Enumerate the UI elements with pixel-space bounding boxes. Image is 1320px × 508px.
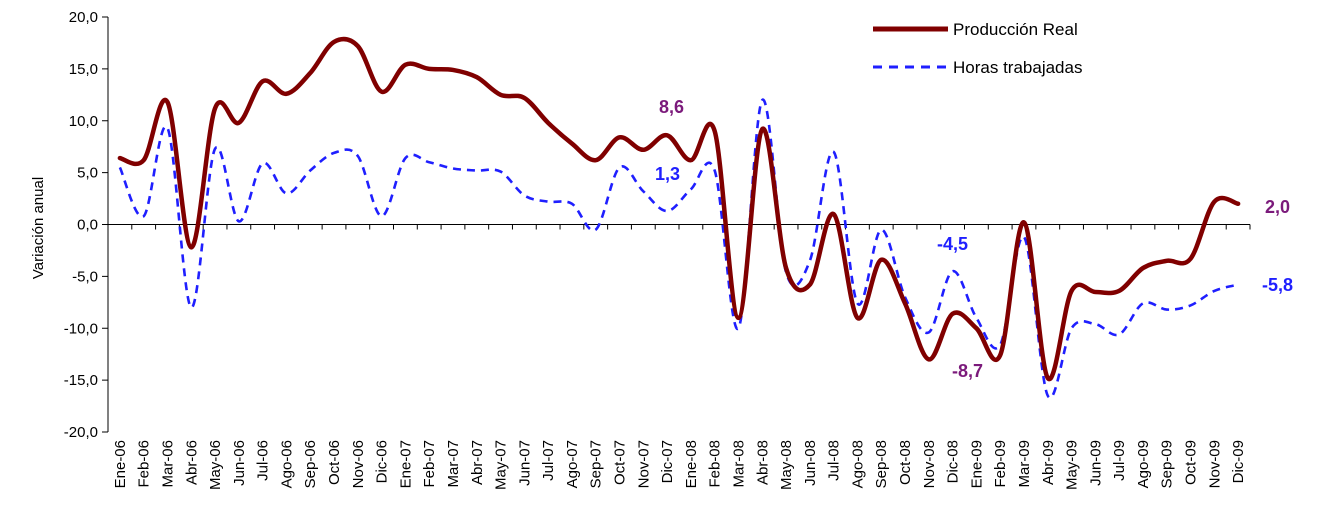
x-tick-label: Jul-08 bbox=[826, 440, 843, 481]
x-tick-label: Jul-07 bbox=[540, 440, 557, 481]
x-tick-label: Ago-09 bbox=[1135, 440, 1152, 488]
x-tick-label: Ene-06 bbox=[112, 440, 129, 488]
x-tick-label: Sep-06 bbox=[302, 440, 319, 488]
x-tick-label: Feb-08 bbox=[707, 440, 724, 488]
annotation-produccion-dic08: -8,7 bbox=[952, 361, 983, 381]
x-tick-label: Ene-07 bbox=[397, 440, 414, 488]
x-tick-label: Nov-06 bbox=[350, 440, 367, 488]
y-tick-label: 0,0 bbox=[77, 217, 98, 234]
legend-label-horas: Horas trabajadas bbox=[953, 58, 1082, 77]
x-tick-label: Jun-06 bbox=[231, 440, 248, 486]
x-tick-label: Abr-07 bbox=[469, 440, 486, 485]
x-tick-labels: Ene-06 Feb-06 Mar-06 Abr-06 May-06 Jun-06 Jul-… bbox=[112, 440, 1247, 490]
series-lines bbox=[117, 36, 1241, 400]
x-tick-label: Ago-07 bbox=[564, 440, 581, 488]
annotations: 8,6 1,3 -4,5 -8,7 2,0 -5,8 bbox=[655, 97, 1293, 381]
x-tick-label: Jul-06 bbox=[255, 440, 272, 481]
y-tick-label: -10,0 bbox=[64, 320, 98, 337]
x-tick-label: Nov-07 bbox=[635, 440, 652, 488]
x-tick-label: Abr-06 bbox=[183, 440, 200, 485]
series-line-horas-trabajadas bbox=[118, 98, 1239, 400]
x-tick-label: May-07 bbox=[493, 440, 510, 490]
x-tick-label: May-08 bbox=[778, 440, 795, 490]
x-tick-label: May-06 bbox=[207, 440, 224, 490]
x-tick-label: Feb-07 bbox=[421, 440, 438, 488]
y-tick-label: -20,0 bbox=[64, 424, 98, 441]
legend: Producción Real Horas trabajadas bbox=[873, 20, 1082, 77]
annotation-horas-dic09: -5,8 bbox=[1262, 275, 1293, 295]
x-tick-label: Abr-09 bbox=[1040, 440, 1057, 485]
x-tick-label: Dic-09 bbox=[1230, 440, 1247, 483]
x-tick-label: Sep-09 bbox=[1159, 440, 1176, 488]
annotation-horas-dic07: 1,3 bbox=[655, 164, 680, 184]
x-tick-label: Jun-09 bbox=[1087, 440, 1104, 486]
x-tick-label: Ago-06 bbox=[278, 440, 295, 488]
x-tick-label: Abr-08 bbox=[754, 440, 771, 485]
x-tick-label: Nov-08 bbox=[921, 440, 938, 488]
x-tick-label: Feb-09 bbox=[992, 440, 1009, 488]
y-tick-label: 5,0 bbox=[77, 165, 98, 182]
x-tick-label: Oct-09 bbox=[1183, 440, 1200, 485]
series-line-produccion-real bbox=[117, 36, 1241, 382]
y-tick-label: -15,0 bbox=[64, 372, 98, 389]
x-tick-label: Jul-09 bbox=[1111, 440, 1128, 481]
x-tick-label: Jun-07 bbox=[516, 440, 533, 486]
x-tick-label: Oct-06 bbox=[326, 440, 343, 485]
annotation-horas-dic08: -4,5 bbox=[937, 234, 968, 254]
legend-label-produccion: Producción Real bbox=[953, 20, 1078, 39]
x-tick-label: Sep-07 bbox=[588, 440, 605, 488]
x-tick-label: Dic-06 bbox=[374, 440, 391, 483]
y-tick-labels: 20,0 15,0 10,0 5,0 0,0 -5,0 -10,0 -15,0 -20,0 bbox=[64, 9, 108, 441]
x-tick-label: Dic-07 bbox=[659, 440, 676, 483]
x-tick-label: Ene-08 bbox=[683, 440, 700, 488]
x-tick-label: Mar-07 bbox=[445, 440, 462, 488]
y-axis-label: Variación anual bbox=[30, 177, 47, 279]
annotation-produccion-dic07: 8,6 bbox=[659, 97, 684, 117]
x-tick-label: Sep-08 bbox=[873, 440, 890, 488]
x-tick-label: Ene-09 bbox=[968, 440, 985, 488]
axes bbox=[107, 17, 1251, 432]
x-tick-label: Mar-09 bbox=[1016, 440, 1033, 488]
x-tick-label: May-09 bbox=[1064, 440, 1081, 490]
x-tick-label: Ago-08 bbox=[849, 440, 866, 488]
x-tick-label: Nov-09 bbox=[1206, 440, 1223, 488]
y-tick-label: 20,0 bbox=[69, 9, 98, 26]
y-tick-label: -5,0 bbox=[72, 268, 98, 285]
x-tick-label: Mar-08 bbox=[730, 440, 747, 488]
x-tick-label: Dic-08 bbox=[945, 440, 962, 483]
y-tick-label: 10,0 bbox=[69, 113, 98, 130]
annotation-produccion-dic09: 2,0 bbox=[1265, 197, 1290, 217]
x-tick-label: Oct-07 bbox=[612, 440, 629, 485]
x-tick-label: Oct-08 bbox=[897, 440, 914, 485]
y-tick-label: 15,0 bbox=[69, 61, 98, 78]
x-tick-label: Feb-06 bbox=[136, 440, 153, 488]
x-tick-label: Jun-08 bbox=[802, 440, 819, 486]
x-tick-label: Mar-06 bbox=[159, 440, 176, 488]
